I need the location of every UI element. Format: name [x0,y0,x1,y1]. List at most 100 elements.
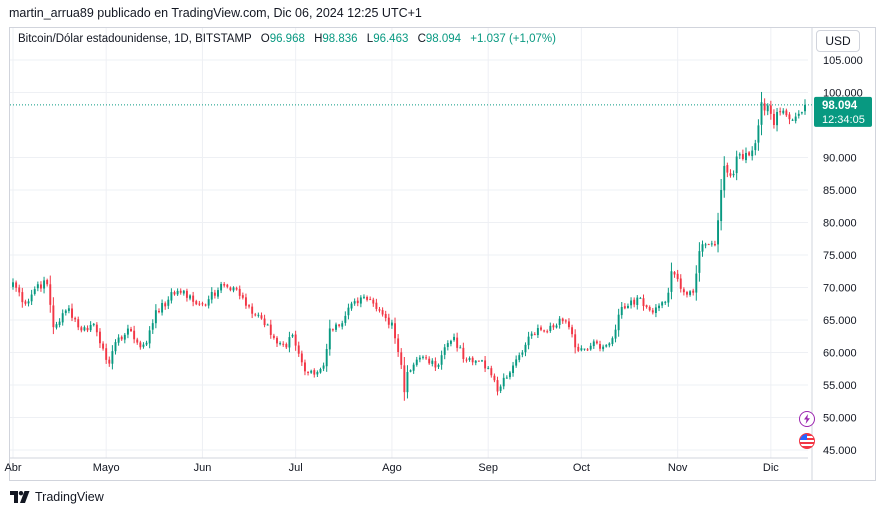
candle-body [533,334,536,336]
candle-body [235,288,238,290]
candle-body [266,324,269,326]
y-tick-label: 50.000 [823,413,857,425]
candle-body [614,329,617,339]
candle-body [673,272,676,275]
candle-body [232,287,235,291]
candle-body [748,152,751,156]
candle-body [468,358,471,360]
candle-body [415,359,418,365]
candle-body [732,173,735,176]
candle-body [800,112,803,114]
candle-body [527,336,530,346]
candle-body [372,299,375,304]
y-tick-label: 55.000 [823,380,857,392]
currency-button[interactable]: USD [816,30,860,52]
candle-body [676,273,679,280]
candle-body [745,152,747,161]
candle-body [493,375,496,381]
candle-body [741,154,744,160]
candle-body [319,369,322,373]
candle-body [217,290,219,297]
lightning-glyph-icon [804,414,810,424]
candle-body [108,359,111,364]
candle-body [642,298,645,307]
candle-body [617,314,620,331]
candle-body [425,357,428,359]
us-flag-event-icon[interactable] [799,433,815,449]
symbol-legend: Bitcoin/Dólar estadounidense, 1D, BITSTA… [18,33,556,45]
x-tick-label: Mayo [93,462,120,474]
candle-body [390,322,393,326]
candle-body [99,331,101,344]
y-tick-label: 100.000 [823,88,863,100]
candle-body [524,344,527,353]
close-value: 98.094 [425,33,462,45]
candle-body [639,297,642,299]
candle-body [446,343,449,347]
candle-body [515,359,518,366]
candle-body [145,342,148,345]
y-tick-label: 70.000 [823,283,857,295]
candle-body [201,303,204,305]
candle-body [102,343,105,349]
candle-body [182,290,185,294]
candle-body [269,324,272,335]
candle-body [263,318,266,326]
candle-body [782,110,785,114]
candle-body [505,377,508,379]
candle-body [440,355,443,365]
y-tick-label: 80.000 [823,218,857,230]
candle-body [248,305,251,307]
candle-body [490,368,493,376]
candle-body [710,243,713,245]
candle-body [282,343,285,345]
candle-body [620,307,623,316]
candle-body [735,156,738,174]
candle-body [701,244,704,252]
candle-body [459,347,462,349]
candle-body [71,308,73,318]
candle-body [400,352,403,365]
candle-body [148,330,151,344]
candle-body [487,367,490,369]
candle-body [328,328,331,350]
candle-body [428,358,431,364]
x-tick-label: Dic [763,462,779,474]
candle-body [24,301,27,304]
candle-body [67,308,70,311]
candle-body [707,244,710,246]
candle-body [279,343,282,345]
candle-body [114,342,117,352]
candle-body [698,251,701,273]
candle-body [369,299,372,301]
candle-body [558,318,561,325]
y-tick-label: 105.000 [823,55,863,67]
lightning-event-icon[interactable] [799,411,815,427]
candle-body [276,337,278,344]
candle-body [583,348,586,350]
candle-body [353,301,356,304]
candle-body [555,325,558,328]
footer-branding[interactable]: TradingView [10,490,104,504]
candle-body [496,380,499,392]
candle-body [757,125,760,143]
candle-body [64,310,67,313]
candle-body [204,304,207,306]
candle-body [611,338,614,344]
candle-body [39,284,42,289]
last-price-value: 98.094 [822,100,858,112]
candle-body [291,334,294,337]
candle-body [167,299,170,306]
candle-body [341,323,344,327]
candle-body [254,314,257,316]
candle-body [74,318,77,320]
candle-body [785,110,788,116]
candle-body [285,344,288,348]
candle-body [574,334,577,348]
candle-body [179,290,182,293]
candle-body [726,165,729,173]
candle-body [12,282,14,287]
candle-body [260,315,263,319]
candle-body [713,244,716,246]
